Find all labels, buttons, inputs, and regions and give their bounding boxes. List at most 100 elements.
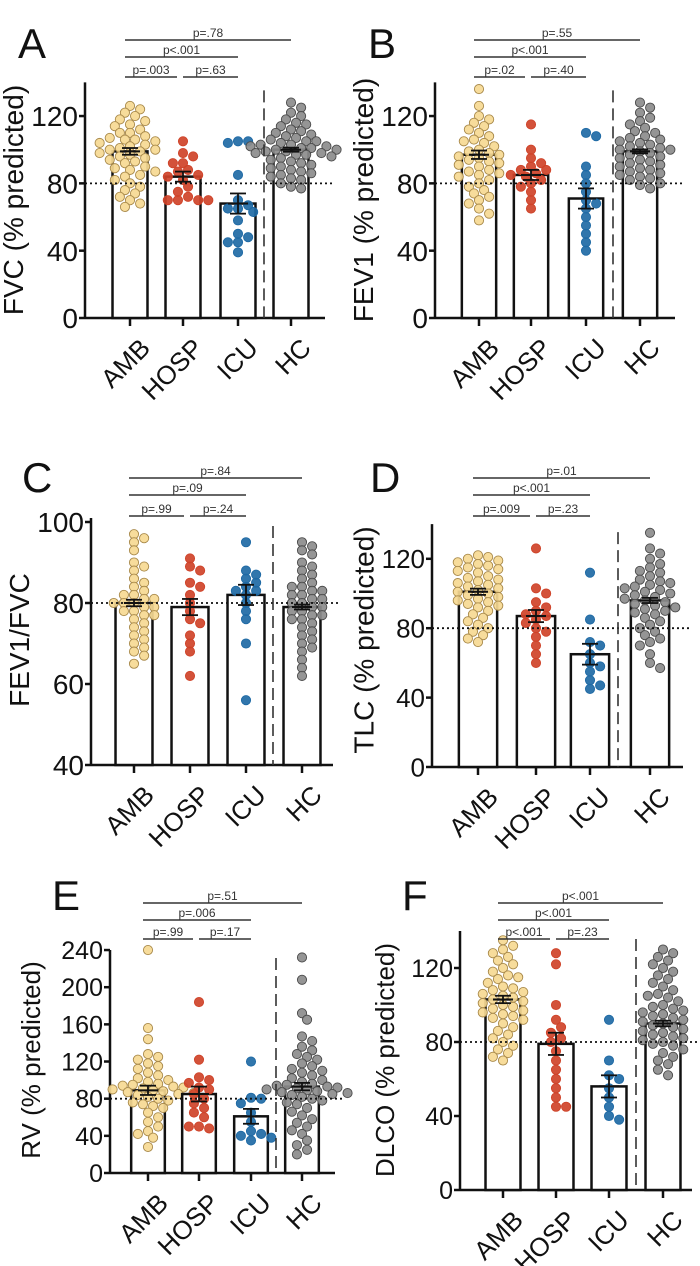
y-tick-label: 40 (53, 750, 84, 781)
data-point (286, 1125, 297, 1136)
data-point (634, 640, 645, 651)
data-point (580, 169, 592, 180)
data-point (645, 173, 656, 184)
data-point (193, 1054, 205, 1065)
y-tick-label: 0 (89, 1160, 103, 1188)
data-point (296, 1031, 308, 1042)
data-point (487, 985, 498, 996)
data-point (483, 571, 494, 582)
data-point (311, 136, 322, 147)
data-point (162, 171, 173, 182)
data-point (584, 675, 596, 686)
data-point (158, 1086, 169, 1097)
data-point (188, 1098, 199, 1109)
data-point (296, 1110, 308, 1121)
data-point (188, 151, 199, 162)
data-point (452, 557, 463, 568)
data-point (668, 966, 679, 977)
data-point (199, 1102, 210, 1114)
data-point (479, 185, 490, 196)
data-point (530, 597, 542, 608)
data-point (482, 977, 493, 988)
data-point (317, 1065, 328, 1076)
data-point (647, 977, 658, 988)
data-point (312, 1086, 323, 1097)
data-point (142, 1116, 154, 1127)
x-tick-label: ICU (563, 782, 616, 835)
x-tick-label: HC (618, 333, 666, 381)
data-point (668, 1003, 679, 1014)
data-point (483, 597, 494, 608)
data-point (184, 577, 196, 588)
data-point (489, 141, 500, 152)
data-point (142, 1034, 154, 1045)
data-point (652, 951, 663, 962)
group-icu: ICU (559, 127, 612, 385)
y-tick-label: 0 (411, 752, 425, 782)
data-point (296, 545, 308, 556)
data-point (177, 148, 189, 159)
data-point (296, 102, 307, 113)
p-value-label: p=.63 (195, 63, 226, 77)
data-point (473, 84, 485, 95)
data-point (280, 131, 291, 142)
data-point (508, 959, 519, 970)
data-point (479, 121, 490, 132)
data-point (142, 1023, 154, 1034)
data-point (251, 585, 262, 596)
data-point (291, 1099, 302, 1110)
comparison-bracket: p=.40 (531, 63, 586, 78)
data-point (463, 124, 474, 135)
data-point (637, 1016, 648, 1027)
data-point (492, 955, 503, 966)
group-hc: HC (614, 97, 676, 381)
data-point (652, 1055, 663, 1066)
data-point (508, 1040, 519, 1051)
data-point (94, 148, 105, 159)
p-value-label: p=.51 (207, 889, 238, 903)
x-tick-label: HOSP (489, 782, 562, 855)
data-point (307, 642, 318, 653)
data-point (139, 561, 150, 572)
data-point (541, 164, 552, 175)
y-axis-label: TLC (% predicted) (348, 526, 379, 753)
data-point (130, 110, 141, 122)
data-point (580, 245, 592, 256)
panel-letter: E (52, 872, 80, 919)
data-point (595, 640, 606, 651)
y-tick-label: 40 (75, 1123, 103, 1151)
data-point (322, 1081, 333, 1092)
data-point (639, 630, 650, 641)
data-point (139, 533, 150, 544)
y-tick-label: 120 (382, 544, 425, 574)
data-point (530, 543, 542, 554)
data-point (109, 163, 120, 174)
data-point (503, 951, 514, 962)
data-point (302, 1102, 313, 1114)
data-point (505, 169, 516, 180)
data-point (463, 198, 474, 209)
data-point (634, 163, 646, 174)
data-point (624, 158, 635, 169)
data-point (525, 203, 537, 214)
comparison-bracket: p=.55 (474, 26, 640, 41)
data-point (655, 548, 666, 559)
y-axis-label: FEV1 (% predicted) (348, 78, 379, 322)
data-point (452, 578, 463, 589)
data-point (655, 168, 666, 179)
data-point (637, 1035, 648, 1046)
group-amb: AMB (444, 84, 505, 394)
y-axis: 40 60 80 100 (37, 507, 93, 781)
data-point (118, 606, 129, 617)
data-point (508, 1011, 519, 1022)
data-point (153, 1112, 164, 1123)
data-point (508, 992, 519, 1003)
panel-letter: B (368, 20, 396, 67)
data-point (614, 1114, 625, 1125)
data-point (140, 139, 151, 150)
data-point (644, 543, 656, 554)
data-point (167, 158, 178, 169)
data-point (655, 567, 666, 578)
data-point (639, 586, 650, 597)
